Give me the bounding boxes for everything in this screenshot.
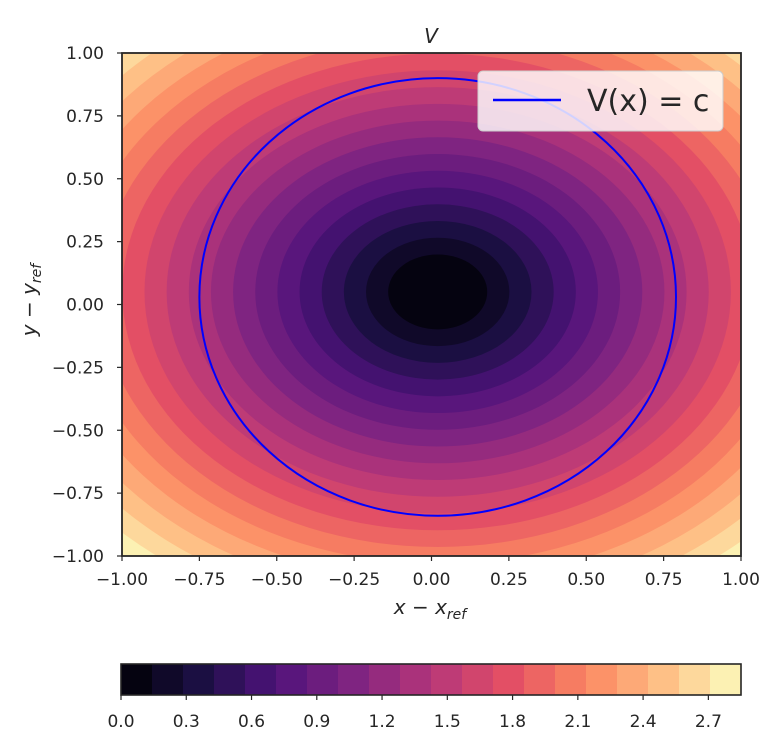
colorbar-segment <box>524 664 556 695</box>
y-tick-label: −0.50 <box>52 421 104 441</box>
colorbar-segment <box>369 664 401 695</box>
colorbar-tick-label: 2.4 <box>630 712 657 732</box>
colorbar-tick-label: 1.5 <box>434 712 461 732</box>
colorbar-segment <box>679 664 711 695</box>
colorbar-segment <box>462 664 494 695</box>
x-tick-label: −0.50 <box>251 570 303 590</box>
colorbar <box>121 664 742 695</box>
colorbar-segment <box>648 664 680 695</box>
y-tick-label: 1.00 <box>66 44 104 64</box>
colorbar-segment <box>245 664 277 695</box>
colorbar-tick-label: 2.1 <box>564 712 591 732</box>
chart-title: V <box>424 24 439 48</box>
colorbar-frame <box>120 663 742 696</box>
y-tick-label: 0.50 <box>66 170 104 190</box>
legend-label: V(x) = c <box>587 84 709 119</box>
colorbar-tick-label: 1.2 <box>369 712 396 732</box>
x-tick-label: 0.75 <box>645 570 683 590</box>
y-tick-label: −1.00 <box>52 547 104 567</box>
colorbar-tick-label: 0.9 <box>303 712 330 732</box>
colorbar-segment <box>555 664 587 695</box>
colorbar-tick-label: 1.8 <box>499 712 526 732</box>
colorbar-segment <box>493 664 525 695</box>
level-set-contour <box>198 77 678 517</box>
colorbar-segment <box>152 664 184 695</box>
y-tick-label: 0.75 <box>66 107 104 127</box>
x-axis-label: x − xref <box>393 595 469 623</box>
colorbar-segment <box>307 664 339 695</box>
y-tick-label: −0.25 <box>52 358 104 378</box>
colorbar-segment <box>214 664 246 695</box>
colorbar-segment <box>710 664 742 695</box>
y-tick-label: 0.25 <box>66 233 104 253</box>
y-axis-ticks: 1.00 0.75 0.50 0.25 0.00 −0.25 −0.50 −0.75 −1.00 <box>52 44 122 567</box>
colorbar-tick-label: 0.0 <box>107 712 134 732</box>
colorbar-segment <box>400 664 432 695</box>
x-tick-label: −0.25 <box>328 570 380 590</box>
legend-box <box>477 70 724 132</box>
colorbar-segment <box>617 664 649 695</box>
colorbar-segment <box>431 664 463 695</box>
x-tick-label: −1.00 <box>96 570 148 590</box>
colorbar-segment <box>183 664 215 695</box>
y-tick-label: 0.00 <box>66 296 104 316</box>
x-tick-label: 0.25 <box>490 570 528 590</box>
colorbar-segment <box>121 664 153 695</box>
legend: V(x) = c <box>477 70 724 132</box>
x-tick-label: 1.00 <box>722 570 760 590</box>
x-tick-label: 0.00 <box>413 570 451 590</box>
x-axis-ticks: −1.00 −0.75 −0.50 −0.25 0.00 0.25 0.50 0.75 1.00 <box>96 556 760 590</box>
y-tick-label: −0.75 <box>52 484 104 504</box>
x-tick-label: −0.75 <box>173 570 225 590</box>
colorbar-segment <box>586 664 618 695</box>
x-tick-label: 0.50 <box>567 570 605 590</box>
colorbar-tick-label: 0.3 <box>173 712 200 732</box>
heatmap-field <box>122 53 741 556</box>
colorbar-segment <box>276 664 308 695</box>
y-axis-label: y − yref <box>17 262 45 338</box>
colorbar-segment <box>338 664 370 695</box>
colorbar-tick-label: 2.7 <box>695 712 722 732</box>
heatmap-band <box>388 254 488 330</box>
colorbar-tick-label: 0.6 <box>238 712 265 732</box>
colorbar-ticks: 0.0 0.3 0.6 0.9 1.2 1.5 1.8 2.1 2.4 2.7 <box>107 695 722 732</box>
